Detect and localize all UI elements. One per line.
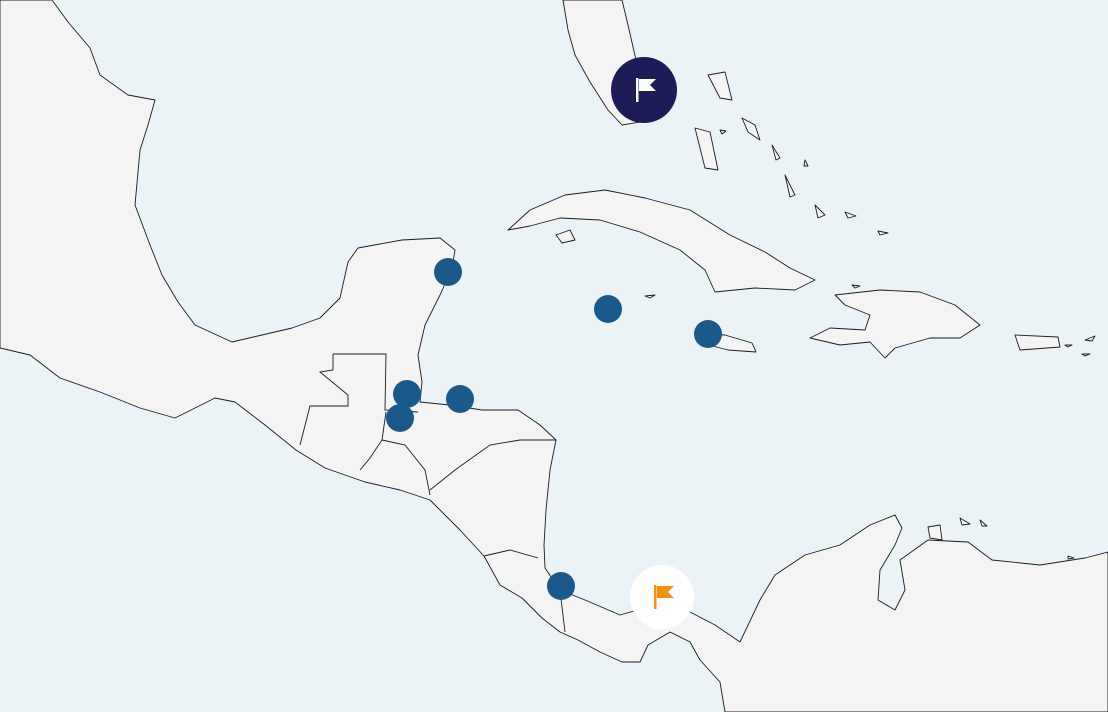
cuba (507, 189, 816, 293)
puerto-rico (1014, 334, 1061, 351)
location-pin[interactable] (547, 572, 575, 600)
location-pin[interactable] (594, 295, 622, 323)
location-pin[interactable] (694, 320, 722, 348)
island (555, 229, 576, 244)
island (644, 284, 1096, 560)
location-pin[interactable] (386, 404, 414, 432)
hispaniola (809, 289, 981, 359)
flag-marker-dark[interactable] (611, 57, 677, 123)
border (299, 353, 566, 633)
bahamas (694, 71, 889, 236)
flag-marker-light[interactable] (630, 565, 694, 629)
location-pin[interactable] (434, 258, 462, 286)
location-pin[interactable] (446, 385, 474, 413)
location-pin[interactable] (393, 380, 421, 408)
